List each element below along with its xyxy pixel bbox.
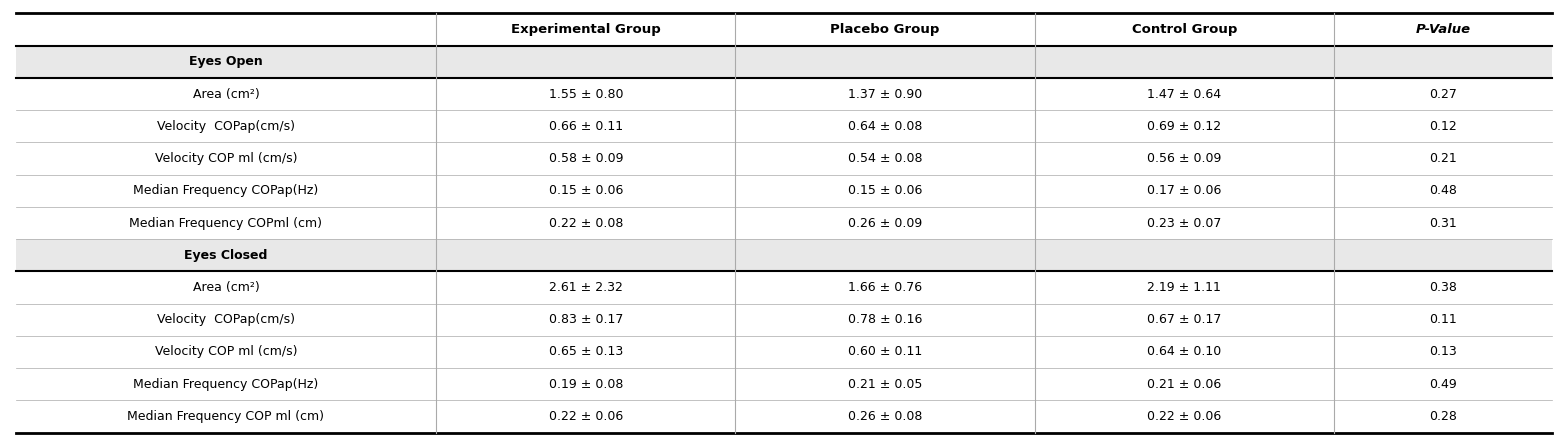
Text: 0.83 ± 0.17: 0.83 ± 0.17 (549, 313, 622, 326)
Text: 0.23 ± 0.07: 0.23 ± 0.07 (1148, 216, 1221, 230)
Text: 0.13: 0.13 (1430, 346, 1457, 359)
FancyBboxPatch shape (16, 175, 1552, 207)
FancyBboxPatch shape (16, 13, 1552, 45)
Text: 0.21 ± 0.06: 0.21 ± 0.06 (1148, 378, 1221, 391)
FancyBboxPatch shape (16, 271, 1552, 304)
FancyBboxPatch shape (16, 78, 1552, 110)
Text: Experimental Group: Experimental Group (511, 23, 660, 36)
Text: Velocity  COPap(cm/s): Velocity COPap(cm/s) (157, 313, 295, 326)
Text: Placebo Group: Placebo Group (831, 23, 939, 36)
Text: Velocity  COPap(cm/s): Velocity COPap(cm/s) (157, 120, 295, 133)
Text: 0.15 ± 0.06: 0.15 ± 0.06 (848, 184, 922, 197)
Text: 0.11: 0.11 (1430, 313, 1457, 326)
Text: 0.69 ± 0.12: 0.69 ± 0.12 (1148, 120, 1221, 133)
Text: 0.12: 0.12 (1430, 120, 1457, 133)
Text: 0.19 ± 0.08: 0.19 ± 0.08 (549, 378, 622, 391)
Text: 0.31: 0.31 (1430, 216, 1457, 230)
Text: Area (cm²): Area (cm²) (193, 87, 259, 100)
Text: 0.49: 0.49 (1430, 378, 1457, 391)
FancyBboxPatch shape (16, 207, 1552, 239)
Text: 0.54 ± 0.08: 0.54 ± 0.08 (848, 152, 922, 165)
Text: 1.55 ± 0.80: 1.55 ± 0.80 (549, 87, 622, 100)
Text: Velocity COP ml (cm/s): Velocity COP ml (cm/s) (155, 152, 298, 165)
Text: 0.78 ± 0.16: 0.78 ± 0.16 (848, 313, 922, 326)
Text: 0.22 ± 0.06: 0.22 ± 0.06 (549, 410, 622, 423)
FancyBboxPatch shape (16, 239, 1552, 271)
Text: 0.22 ± 0.06: 0.22 ± 0.06 (1148, 410, 1221, 423)
Text: Median Frequency COP ml (cm): Median Frequency COP ml (cm) (127, 410, 325, 423)
FancyBboxPatch shape (16, 45, 1552, 78)
Text: 0.15 ± 0.06: 0.15 ± 0.06 (549, 184, 622, 197)
FancyBboxPatch shape (16, 401, 1552, 433)
Text: 2.19 ± 1.11: 2.19 ± 1.11 (1148, 281, 1221, 294)
Text: 0.28: 0.28 (1428, 410, 1457, 423)
Text: P-Value: P-Value (1416, 23, 1471, 36)
Text: Control Group: Control Group (1132, 23, 1237, 36)
FancyBboxPatch shape (16, 368, 1552, 401)
Text: Median Frequency COPap(Hz): Median Frequency COPap(Hz) (133, 184, 318, 197)
FancyBboxPatch shape (16, 110, 1552, 142)
Text: 0.60 ± 0.11: 0.60 ± 0.11 (848, 346, 922, 359)
Text: 1.66 ± 0.76: 1.66 ± 0.76 (848, 281, 922, 294)
Text: Velocity COP ml (cm/s): Velocity COP ml (cm/s) (155, 346, 298, 359)
Text: 0.64 ± 0.10: 0.64 ± 0.10 (1148, 346, 1221, 359)
FancyBboxPatch shape (16, 336, 1552, 368)
Text: 0.64 ± 0.08: 0.64 ± 0.08 (848, 120, 922, 133)
Text: 1.37 ± 0.90: 1.37 ± 0.90 (848, 87, 922, 100)
Text: Eyes Closed: Eyes Closed (185, 249, 268, 262)
Text: 0.56 ± 0.09: 0.56 ± 0.09 (1148, 152, 1221, 165)
Text: 0.65 ± 0.13: 0.65 ± 0.13 (549, 346, 622, 359)
Text: 0.17 ± 0.06: 0.17 ± 0.06 (1148, 184, 1221, 197)
Text: Median Frequency COPml (cm): Median Frequency COPml (cm) (130, 216, 323, 230)
Text: 0.26 ± 0.08: 0.26 ± 0.08 (848, 410, 922, 423)
FancyBboxPatch shape (16, 142, 1552, 175)
Text: Area (cm²): Area (cm²) (193, 281, 259, 294)
Text: 0.38: 0.38 (1428, 281, 1457, 294)
Text: 0.21 ± 0.05: 0.21 ± 0.05 (848, 378, 922, 391)
Text: 0.58 ± 0.09: 0.58 ± 0.09 (549, 152, 622, 165)
Text: 0.22 ± 0.08: 0.22 ± 0.08 (549, 216, 622, 230)
Text: Eyes Open: Eyes Open (190, 55, 263, 68)
Text: Median Frequency COPap(Hz): Median Frequency COPap(Hz) (133, 378, 318, 391)
Text: 1.47 ± 0.64: 1.47 ± 0.64 (1148, 87, 1221, 100)
Text: 2.61 ± 2.32: 2.61 ± 2.32 (549, 281, 622, 294)
Text: 0.27: 0.27 (1428, 87, 1457, 100)
Text: 0.66 ± 0.11: 0.66 ± 0.11 (549, 120, 622, 133)
Text: 0.21: 0.21 (1430, 152, 1457, 165)
Text: 0.48: 0.48 (1428, 184, 1457, 197)
FancyBboxPatch shape (16, 304, 1552, 336)
Text: 0.67 ± 0.17: 0.67 ± 0.17 (1148, 313, 1221, 326)
Text: 0.26 ± 0.09: 0.26 ± 0.09 (848, 216, 922, 230)
